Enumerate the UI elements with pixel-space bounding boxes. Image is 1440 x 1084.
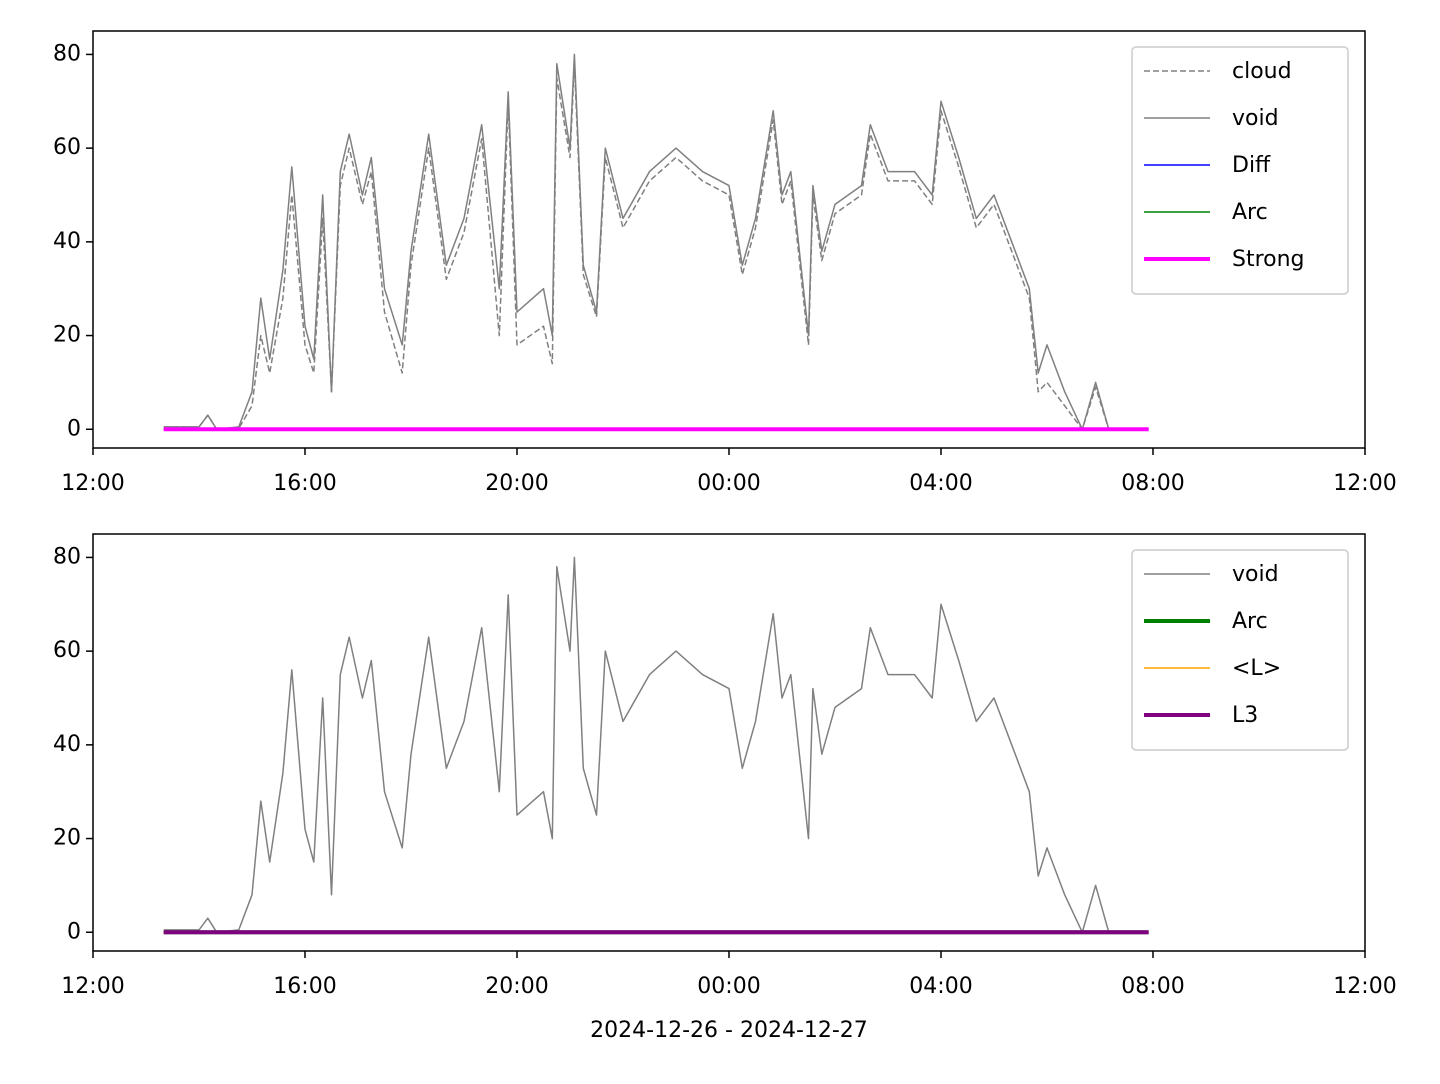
y-tick-label: 0 [67,416,81,441]
x-tick-label: 12:00 [1333,471,1396,496]
x-tick-label: 00:00 [697,974,760,999]
x-tick-label: 04:00 [909,974,972,999]
x-tick-label: 16:00 [273,974,336,999]
line-series [163,63,1149,431]
y-tick-label: 60 [53,638,81,663]
panel: 0 20 40 60 80 12:00 16:00 20:00 00:00 04:00 08:00 1… [53,533,1397,1043]
x-tick-label: 20:00 [485,471,548,496]
legend-label: cloud [1232,59,1292,84]
x-tick-label: 12:00 [61,974,124,999]
y-tick-label: 20 [53,826,81,851]
legend-label: void [1232,106,1279,131]
y-tick-label: 20 [53,323,81,348]
panel: 0 20 40 60 80 12:00 16:00 20:00 00:00 04:00 08:00 1… [53,30,1397,496]
x-tick-label: 20:00 [485,974,548,999]
legend-label: Arc [1232,200,1268,225]
x-tick-label: 00:00 [697,471,760,496]
y-tick-label: 0 [67,919,81,944]
legend-label: Arc [1232,609,1268,634]
x-tick-label: 08:00 [1121,471,1184,496]
y-tick-label: 80 [53,41,81,66]
legend-label: L3 [1232,703,1258,728]
x-tick-label: 04:00 [909,471,972,496]
x-axis-label: 2024-12-26 - 2024-12-27 [590,1018,868,1043]
legend-label: void [1232,562,1279,587]
x-tick-label: 16:00 [273,471,336,496]
y-tick-label: 60 [53,135,81,160]
x-tick-label: 08:00 [1121,974,1184,999]
legend-box [1131,46,1349,295]
x-tick-label: 12:00 [1333,974,1396,999]
legend-label: Strong [1232,247,1305,272]
x-tick-label: 12:00 [61,471,124,496]
legend-label: <L> [1232,656,1281,681]
y-tick-label: 80 [53,544,81,569]
line-series [163,556,1149,934]
legend-box [1131,549,1349,751]
legend-label: Diff [1232,153,1271,178]
y-tick-label: 40 [53,229,81,254]
y-tick-label: 40 [53,732,81,757]
line-series [163,53,1149,431]
